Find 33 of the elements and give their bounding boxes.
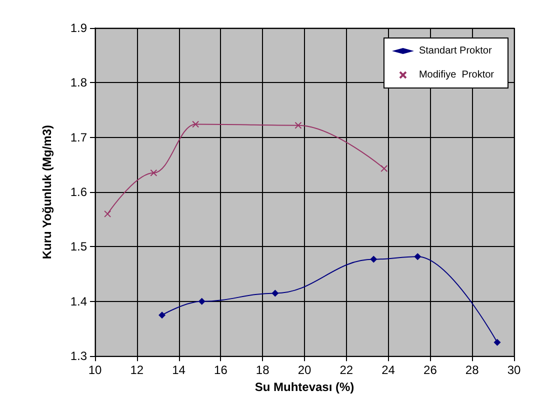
y-tick-label: 1.5: [70, 240, 88, 254]
x-tick-label: 30: [507, 363, 521, 378]
x-axis-title: Su Muhtevası (%): [254, 380, 354, 394]
point: [494, 338, 501, 346]
x-tick-label: 22: [340, 363, 354, 378]
point: [272, 290, 279, 297]
point: [294, 122, 302, 129]
legend-label: Modifiye Proktor: [418, 70, 495, 80]
x-tick-label: 24: [382, 363, 396, 378]
x-tick-label: 28: [465, 363, 480, 378]
x-tick-label: 20: [298, 363, 312, 378]
x-tick-label: 12: [130, 363, 144, 378]
y-tick-label: 1.3: [70, 349, 88, 364]
point: [414, 253, 422, 260]
x-tick-label: 14: [172, 363, 186, 378]
y-tick-label: 1.8: [70, 76, 88, 90]
point: [198, 298, 206, 305]
y-axis-title: Kuru Yoğunluk (Mg/m3): [40, 124, 54, 260]
x-tick-label: 10: [88, 363, 102, 378]
point: [158, 312, 166, 319]
point: [104, 210, 112, 218]
point: [370, 256, 378, 263]
x-tick-label: 18: [256, 363, 270, 378]
y-tick-label: 1.9: [70, 21, 88, 35]
y-tick-label: 1.6: [70, 185, 88, 200]
point: [150, 169, 158, 176]
y-tick-label: 1.7: [70, 130, 88, 144]
x-tick-label: 16: [214, 363, 228, 378]
point: [380, 165, 388, 172]
x-tick-label: 26: [424, 363, 438, 378]
y-tick-label: 1.4: [70, 294, 88, 308]
point: [192, 120, 200, 128]
legend-label: Standart Proktor: [418, 46, 492, 56]
